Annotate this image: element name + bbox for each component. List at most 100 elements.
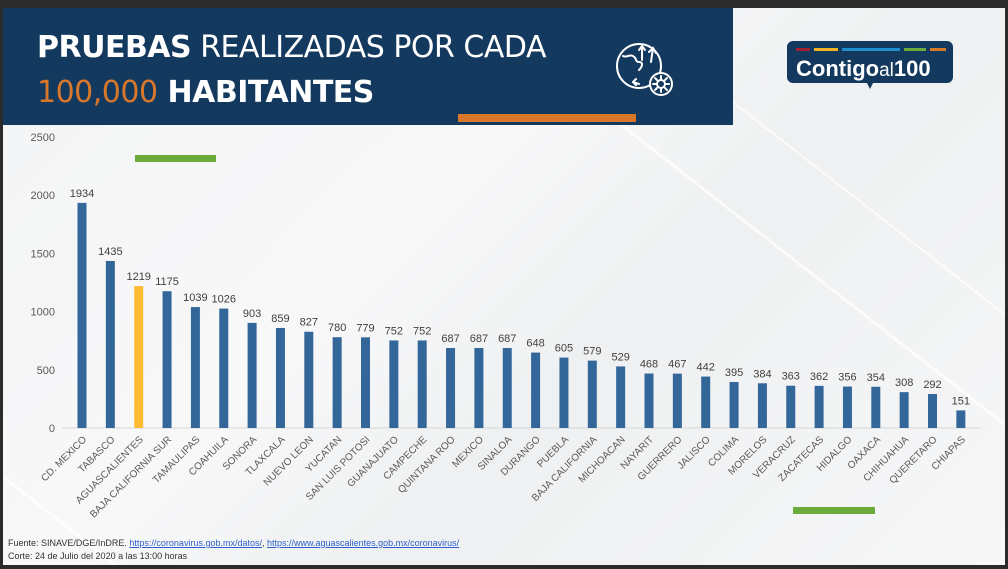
- y-tick-label: 1000: [31, 307, 55, 319]
- bar: [502, 348, 512, 428]
- y-tick-label: 1500: [31, 248, 55, 260]
- bar: [899, 392, 909, 428]
- logo-color-stripe: [796, 48, 810, 51]
- y-axis: 0 500 1000 1500 2000 2500: [31, 132, 55, 435]
- value-label: 752: [385, 325, 403, 337]
- value-label: 356: [838, 372, 856, 384]
- page-title-line2: 100,000 HABITANTES: [37, 75, 374, 110]
- bar: [644, 373, 654, 428]
- bar: [559, 357, 569, 428]
- value-label: 903: [243, 308, 261, 320]
- bar: [786, 385, 796, 428]
- title-bold: PRUEBAS: [37, 30, 192, 65]
- bar: [672, 373, 682, 428]
- bar: [304, 331, 314, 428]
- bar: [77, 202, 87, 428]
- value-label: 752: [413, 325, 431, 337]
- value-label: 384: [753, 368, 771, 380]
- y-tick-label: 500: [37, 365, 55, 377]
- title-banner: PRUEBAS REALIZADAS POR CADA 100,000 HABI…: [3, 8, 733, 125]
- value-label: 579: [583, 346, 601, 358]
- category-label: CD. MEXICO: [39, 434, 89, 484]
- value-label: 308: [895, 377, 913, 389]
- logo-color-stripe: [930, 48, 946, 51]
- source-note: Fuente: SINAVE/DGE/InDRE. https://corona…: [8, 538, 459, 548]
- cutoff-date: Corte: 24 de Julio del 2020 a las 13:00 …: [8, 551, 188, 561]
- globe-virus-icon: [616, 43, 673, 96]
- value-label: 442: [697, 362, 715, 374]
- svg-text:Contigoal100: Contigoal100: [796, 56, 931, 81]
- bar: [134, 286, 144, 428]
- value-label: 648: [526, 338, 544, 350]
- value-label: 687: [441, 333, 459, 345]
- logo-color-stripe: [842, 48, 900, 51]
- bar: [871, 386, 881, 428]
- value-label: 468: [640, 359, 658, 371]
- value-label: 1435: [98, 246, 122, 258]
- bar: [701, 376, 711, 428]
- value-label: 1175: [155, 276, 179, 288]
- bar: [531, 352, 541, 428]
- logo-text-al: al: [879, 60, 894, 81]
- title-number: 100,000: [37, 75, 158, 110]
- bar: [190, 307, 200, 428]
- bars: [77, 202, 966, 428]
- value-label: 605: [555, 343, 573, 355]
- title-rest: HABITANTES: [167, 75, 375, 110]
- bar: [162, 291, 172, 428]
- bar: [417, 340, 427, 428]
- y-tick-label: 0: [49, 423, 55, 435]
- bar: [928, 394, 937, 428]
- value-label: 467: [668, 359, 686, 371]
- value-label: 151: [952, 395, 970, 407]
- bar: [757, 383, 767, 428]
- bar: [219, 308, 229, 428]
- value-label: 779: [356, 322, 374, 334]
- value-label: 687: [498, 333, 516, 345]
- logo-text-contigo: Contigo: [796, 56, 879, 81]
- title-light: REALIZADAS POR CADA: [200, 30, 546, 65]
- bar: [814, 385, 824, 428]
- bar: [446, 348, 456, 428]
- bar: [389, 340, 399, 428]
- bar: [474, 348, 484, 428]
- accent-bar-orange: [458, 114, 636, 122]
- value-labels: 1934 1435 1219 1175 1039 1026 903 859 827 780 779 7…: [70, 188, 970, 408]
- value-label: 529: [611, 351, 629, 363]
- value-label: 362: [810, 371, 828, 383]
- source-prefix: Fuente: SINAVE/DGE/InDRE.: [8, 538, 127, 548]
- y-tick-label: 2500: [31, 132, 55, 144]
- logo-color-stripe: [904, 48, 926, 51]
- value-label: 1026: [212, 294, 236, 306]
- page-title-line1: PRUEBAS REALIZADAS POR CADA: [37, 30, 546, 65]
- logo-text-100: 100: [894, 56, 931, 81]
- value-label: 827: [300, 317, 318, 329]
- category-label: NUEVO LEON: [262, 434, 316, 488]
- bar: [275, 328, 285, 428]
- value-label: 1219: [126, 271, 150, 283]
- bar: [247, 322, 257, 428]
- value-label: 354: [867, 372, 885, 384]
- y-tick-label: 2000: [31, 190, 55, 202]
- value-label: 1039: [183, 292, 207, 304]
- logo-color-stripe: [814, 48, 838, 51]
- bar: [332, 337, 342, 428]
- bar: [361, 337, 370, 428]
- bar: [105, 260, 115, 428]
- bar: [587, 360, 597, 428]
- source-separator: ,: [261, 538, 265, 548]
- source-link-coronavirus[interactable]: https://coronavirus.gob.mx/datos/: [129, 538, 262, 548]
- value-label: 780: [328, 322, 346, 334]
- bar: [956, 410, 966, 428]
- value-label: 1934: [70, 188, 94, 200]
- accent-bar-green-bottom: [793, 507, 875, 514]
- bar: [842, 386, 852, 428]
- value-label: 687: [470, 333, 488, 345]
- value-label: 363: [782, 371, 800, 383]
- value-label: 292: [923, 379, 941, 391]
- source-link-aguascalientes[interactable]: https://www.aguascalientes.gob.mx/corona…: [267, 538, 460, 548]
- accent-bar-green-top: [135, 155, 216, 162]
- value-label: 395: [725, 367, 743, 379]
